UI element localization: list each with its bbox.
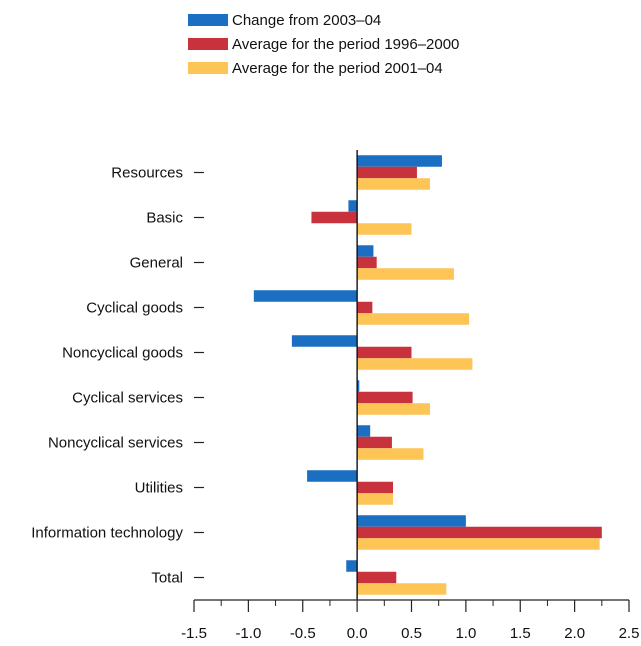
x-tick-label: -1.0 xyxy=(235,625,261,642)
bar xyxy=(357,515,466,527)
x-tick-label: -1.5 xyxy=(181,625,207,642)
category-label: Information technology xyxy=(31,525,183,542)
bar xyxy=(311,211,358,224)
legend: Change from 2003–04 Average for the peri… xyxy=(188,8,459,80)
bar xyxy=(357,436,392,449)
bar xyxy=(357,268,454,280)
bar xyxy=(357,448,424,460)
bar xyxy=(357,178,430,190)
bar xyxy=(357,346,412,359)
x-tick-label: 0.5 xyxy=(401,625,422,642)
bar xyxy=(357,380,360,392)
bar xyxy=(357,493,394,505)
bar xyxy=(253,290,358,302)
category-label: Resources xyxy=(111,165,183,182)
legend-swatch xyxy=(188,38,228,50)
x-tick-label: 2.5 xyxy=(619,625,640,642)
bar xyxy=(307,470,358,482)
bar xyxy=(357,583,447,595)
bar xyxy=(357,403,430,415)
x-tick-label: 1.5 xyxy=(510,625,531,642)
legend-swatch xyxy=(188,14,228,26)
bar xyxy=(357,155,442,167)
x-tick-label: 2.0 xyxy=(564,625,585,642)
bar xyxy=(357,526,602,539)
bar xyxy=(357,538,600,550)
bar xyxy=(348,200,358,212)
x-tick-label: 0.0 xyxy=(347,625,368,642)
bar xyxy=(357,425,371,437)
bar xyxy=(357,571,397,584)
category-label: Basic xyxy=(146,210,183,227)
legend-label: Average for the period 2001–04 xyxy=(232,59,443,77)
bar xyxy=(357,301,373,314)
category-label: Cyclical goods xyxy=(86,300,183,317)
bar xyxy=(357,391,413,404)
category-label: General xyxy=(130,255,183,272)
bar xyxy=(357,166,417,179)
category-label: Cyclical services xyxy=(72,390,183,407)
bar xyxy=(357,223,412,235)
category-label: Noncyclical goods xyxy=(62,345,183,362)
bar xyxy=(357,358,473,370)
x-tick-label: -0.5 xyxy=(290,625,316,642)
bar xyxy=(346,560,358,572)
legend-item-change-2003-04: Change from 2003–04 xyxy=(188,8,459,32)
bar xyxy=(291,335,358,347)
category-label: Utilities xyxy=(135,480,183,497)
category-label: Noncyclical services xyxy=(48,435,183,452)
legend-item-average-2001-04: Average for the period 2001–04 xyxy=(188,56,459,80)
bar xyxy=(357,256,377,269)
category-label: Total xyxy=(151,570,183,587)
bar xyxy=(357,481,394,494)
bar xyxy=(357,245,374,257)
legend-label: Change from 2003–04 xyxy=(232,11,382,29)
legend-swatch xyxy=(188,62,228,74)
legend-item-average-1996-2000: Average for the period 1996–2000 xyxy=(188,32,459,56)
legend-label: Average for the period 1996–2000 xyxy=(232,35,460,53)
x-tick-label: 1.0 xyxy=(455,625,476,642)
bar xyxy=(357,313,470,325)
